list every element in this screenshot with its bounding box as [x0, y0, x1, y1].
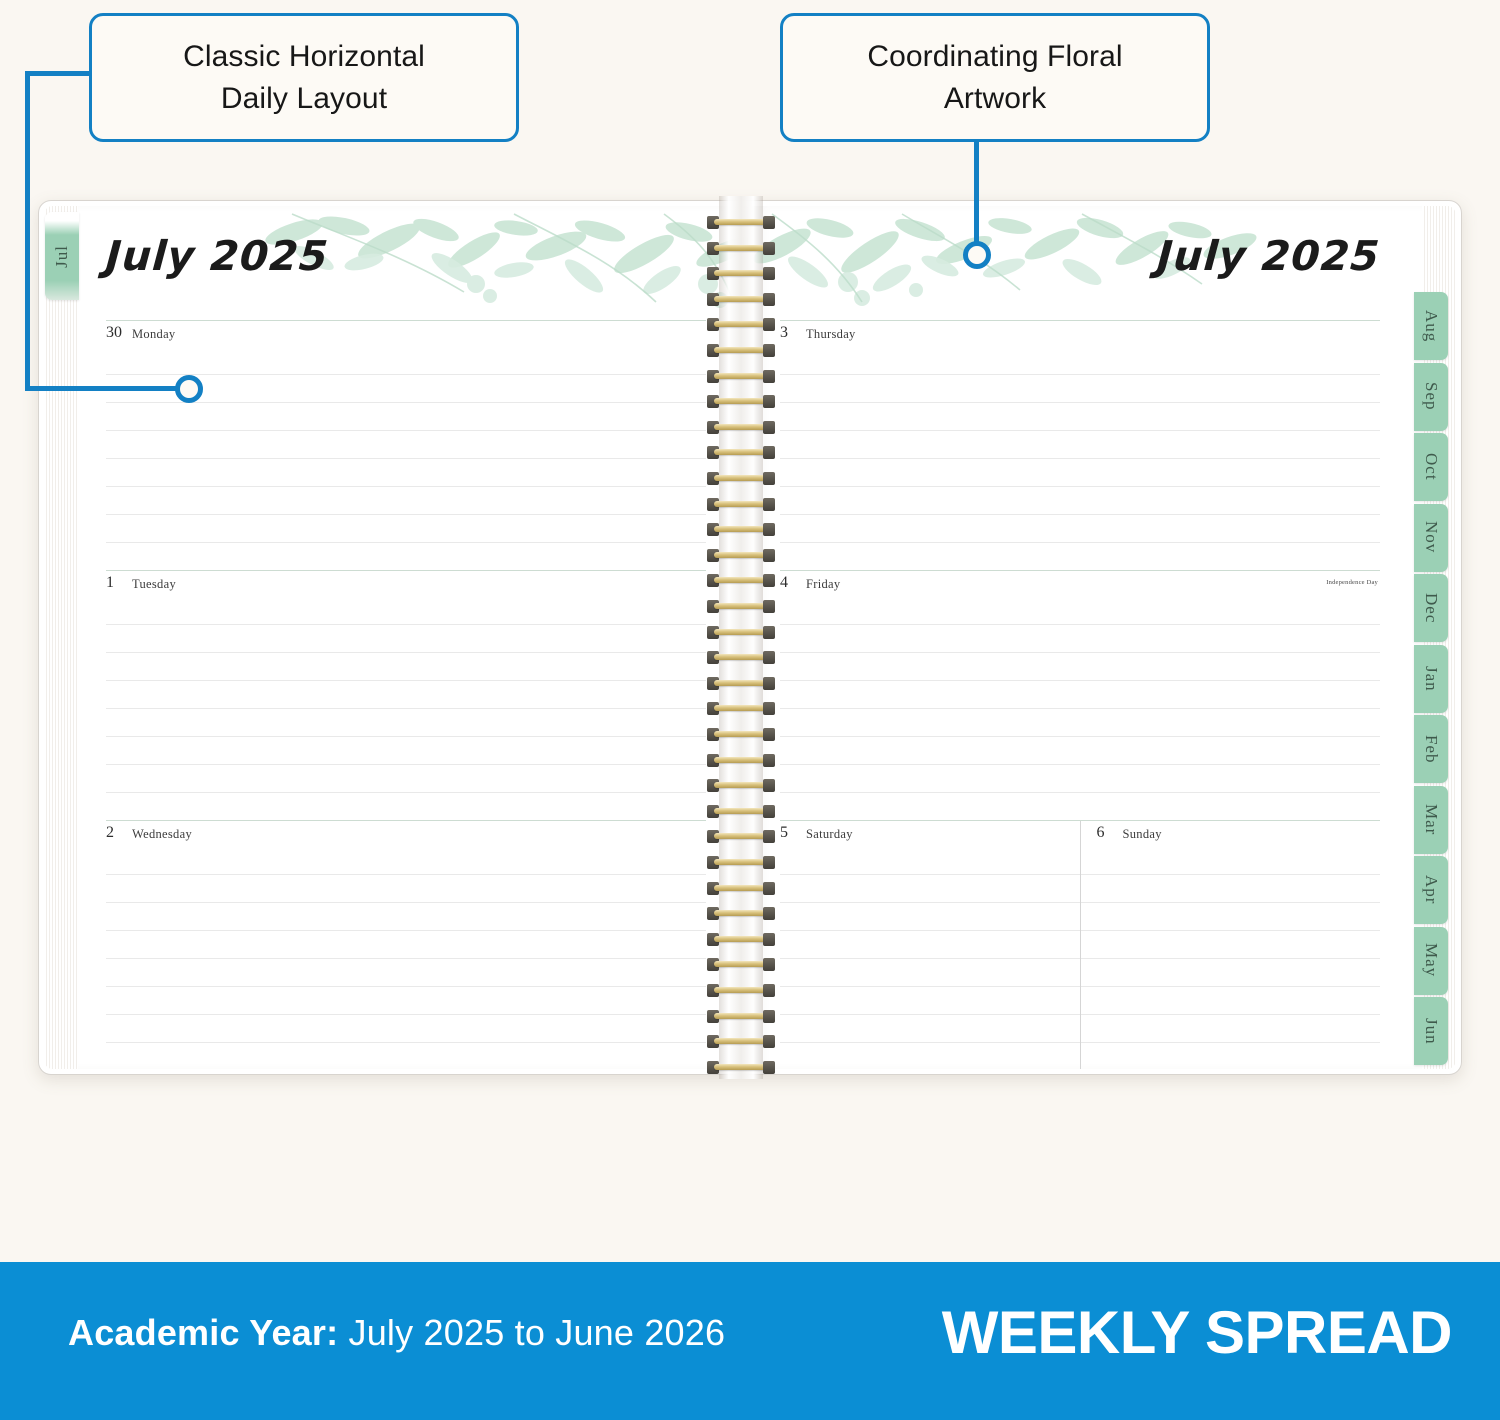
day-entry-friday[interactable]: 4 Friday Independence Day	[780, 570, 1380, 820]
month-tab-label: May	[1422, 943, 1441, 978]
day-number: 2	[106, 824, 114, 841]
day-header: 30 Monday	[106, 321, 706, 347]
day-name: Friday	[806, 577, 841, 591]
right-page-month-title: July 2025	[1155, 232, 1382, 280]
month-tab-label: Jan	[1422, 665, 1441, 692]
month-tab-jul[interactable]: Jul	[45, 212, 79, 300]
month-tab-label: Feb	[1422, 734, 1441, 764]
right-page-header: July 2025	[780, 232, 1382, 280]
month-tab-label: Oct	[1422, 453, 1441, 481]
day-entry-monday[interactable]: 30 Monday	[106, 320, 706, 570]
day-entry-tuesday[interactable]: 1 Tuesday	[106, 570, 706, 820]
writing-lines[interactable]	[106, 347, 706, 570]
day-header: 3 Thursday	[780, 321, 1380, 347]
planner-page-right: July 2025 3 Thursday 4 Friday Independen…	[752, 206, 1456, 1069]
month-tab-mar[interactable]: Mar	[1414, 785, 1448, 854]
writing-lines[interactable]	[1080, 847, 1380, 1069]
month-tab-label: Apr	[1422, 875, 1441, 905]
weekly-spread-tagline: WEEKLY SPREAD	[941, 1299, 1453, 1366]
writing-lines[interactable]	[780, 847, 1080, 1069]
planner-book: July 2025 30 Monday 1 Tuesday	[38, 200, 1462, 1075]
page-stack-left-edge	[44, 206, 78, 1069]
day-header: 4 Friday Independence Day	[780, 571, 1380, 597]
holiday-label: Independence Day	[1326, 579, 1378, 586]
callout-left-anchor-ring-icon	[175, 375, 203, 403]
day-number: 4	[780, 574, 788, 591]
month-tab-label: Jun	[1422, 1017, 1441, 1045]
callout-right-leader-segment-vertical	[974, 136, 979, 248]
right-page-day-list: 3 Thursday 4 Friday Independence Day	[780, 320, 1380, 1069]
day-header: 6 Sunday	[1081, 821, 1381, 847]
weekend-row: 5 Saturday 6 Sunday	[780, 820, 1380, 1069]
day-number: 6	[1096, 824, 1105, 841]
day-entry-sunday[interactable]: 6 Sunday	[1080, 821, 1381, 1069]
month-tab-may[interactable]: May	[1414, 926, 1448, 995]
writing-lines[interactable]	[780, 597, 1380, 820]
day-name: Wednesday	[132, 827, 193, 841]
academic-year-text: Academic Year: July 2025 to June 2026	[68, 1312, 725, 1354]
day-name: Saturday	[806, 827, 853, 841]
month-tab-dec[interactable]: Dec	[1414, 574, 1448, 642]
callout-left-leader-segment-bottom	[25, 386, 190, 391]
month-tab-jan[interactable]: Jan	[1414, 644, 1448, 713]
writing-lines[interactable]	[106, 597, 706, 820]
month-tab-nov[interactable]: Nov	[1414, 503, 1448, 572]
day-number: 1	[106, 574, 114, 591]
month-tab-jun[interactable]: Jun	[1414, 997, 1448, 1065]
day-name: Sunday	[1122, 827, 1162, 841]
month-tab-feb[interactable]: Feb	[1414, 715, 1448, 783]
day-entry-thursday[interactable]: 3 Thursday	[780, 320, 1380, 570]
month-tab-label: Sep	[1422, 382, 1441, 411]
day-name: Monday	[132, 327, 176, 341]
month-tab-label: Jul	[52, 244, 71, 268]
callout-right-anchor-ring-icon	[963, 241, 991, 269]
callout-left-text: Classic Horizontal Daily Layout	[183, 40, 425, 115]
month-tab-label: Mar	[1422, 803, 1441, 836]
callout-right-text: Coordinating Floral Artwork	[867, 40, 1123, 115]
academic-year-label: Academic Year:	[68, 1312, 339, 1353]
writing-lines[interactable]	[780, 347, 1380, 570]
callout-left-leader-segment-vertical	[25, 71, 30, 391]
day-entry-saturday[interactable]: 5 Saturday	[780, 821, 1081, 1069]
writing-lines[interactable]	[106, 847, 706, 1069]
day-header: 2 Wednesday	[106, 821, 706, 847]
day-header: 5 Saturday	[780, 821, 1080, 847]
month-tab-sep[interactable]: Sep	[1414, 362, 1448, 431]
day-number: 30	[106, 324, 122, 341]
day-number: 5	[780, 824, 788, 841]
bottom-banner: Academic Year: July 2025 to June 2026 WE…	[0, 1262, 1500, 1420]
day-name: Thursday	[806, 327, 856, 341]
day-name: Tuesday	[132, 577, 177, 591]
left-page-day-list: 30 Monday 1 Tuesday	[106, 320, 706, 1069]
day-number: 3	[780, 324, 788, 341]
day-header: 1 Tuesday	[106, 571, 706, 597]
callout-coordinating-floral-artwork: Coordinating Floral Artwork	[780, 13, 1210, 142]
planner-page-left: July 2025 30 Monday 1 Tuesday	[44, 206, 748, 1069]
callout-classic-horizontal-daily-layout: Classic Horizontal Daily Layout	[89, 13, 519, 142]
day-entry-wednesday[interactable]: 2 Wednesday	[106, 820, 706, 1069]
month-tab-label: Aug	[1422, 309, 1441, 343]
month-tab-oct[interactable]: Oct	[1414, 433, 1448, 501]
callout-left-leader-segment-top	[25, 71, 93, 76]
academic-year-value: July 2025 to June 2026	[348, 1312, 726, 1353]
month-tab-label: Dec	[1422, 592, 1441, 624]
month-tab-apr[interactable]: Apr	[1414, 856, 1448, 924]
month-tab-aug[interactable]: Aug	[1414, 292, 1448, 360]
month-tab-label: Nov	[1422, 521, 1441, 554]
left-page-month-title: July 2025	[104, 232, 331, 280]
left-page-header: July 2025	[104, 232, 706, 280]
